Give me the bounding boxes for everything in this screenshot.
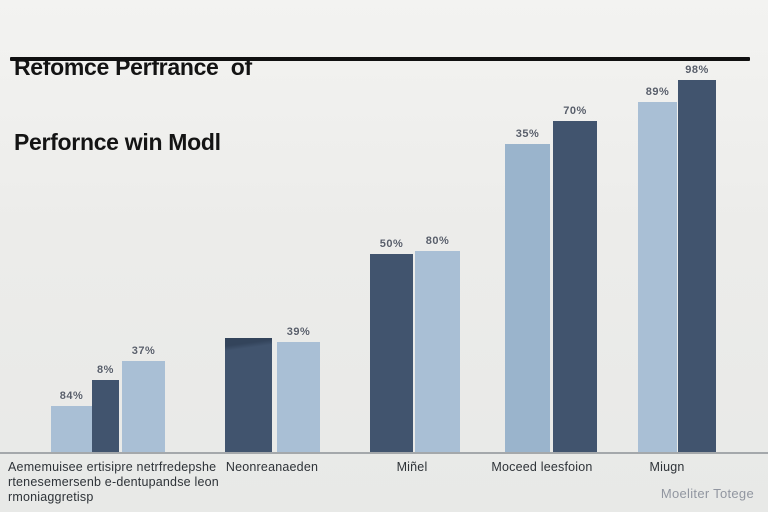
bar — [51, 406, 92, 452]
x-axis-label: Moceed leesfoion — [491, 460, 593, 474]
footer-note: Moeliter Totege — [660, 486, 754, 501]
x-axis-label: Miñel — [396, 460, 428, 474]
title-underline — [10, 57, 750, 61]
bar-value-label: 39% — [286, 326, 311, 338]
bar — [678, 80, 716, 452]
bar-value-label: 8% — [97, 364, 114, 376]
plot-area: 84% 8% 37% 39% 50% 80% 35% 70% 89% 98% — [0, 62, 768, 452]
bar-value-label: 35% — [515, 128, 540, 140]
bar — [277, 342, 320, 452]
bar-value-label: 70% — [563, 105, 587, 117]
bar — [505, 144, 550, 452]
x-axis-line — [0, 452, 768, 454]
bar-value-label: 80% — [425, 235, 450, 247]
x-axis-labels: Aememuisee ertisipre netrfredepshe rtenes… — [0, 460, 768, 512]
bar — [225, 338, 272, 452]
bar — [370, 254, 413, 452]
bar-value-label: 37% — [131, 345, 156, 357]
bar — [122, 361, 165, 452]
x-axis-label: Aememuisee ertisipre netrfredepshe rtenes… — [8, 460, 219, 504]
bar-value-label: 84% — [59, 390, 84, 402]
bar — [638, 102, 677, 452]
bar-value-label: 98% — [685, 64, 709, 76]
bar — [415, 251, 460, 452]
x-axis-label: Neonreanaeden — [225, 460, 319, 474]
bar-value-label: 50% — [379, 238, 404, 250]
bar — [553, 121, 597, 452]
x-axis-label: Miugn — [649, 460, 685, 474]
bar — [92, 380, 119, 452]
chart-title-line2: Perfornce win Modl — [14, 129, 221, 155]
bar-value-label: 89% — [645, 86, 670, 98]
